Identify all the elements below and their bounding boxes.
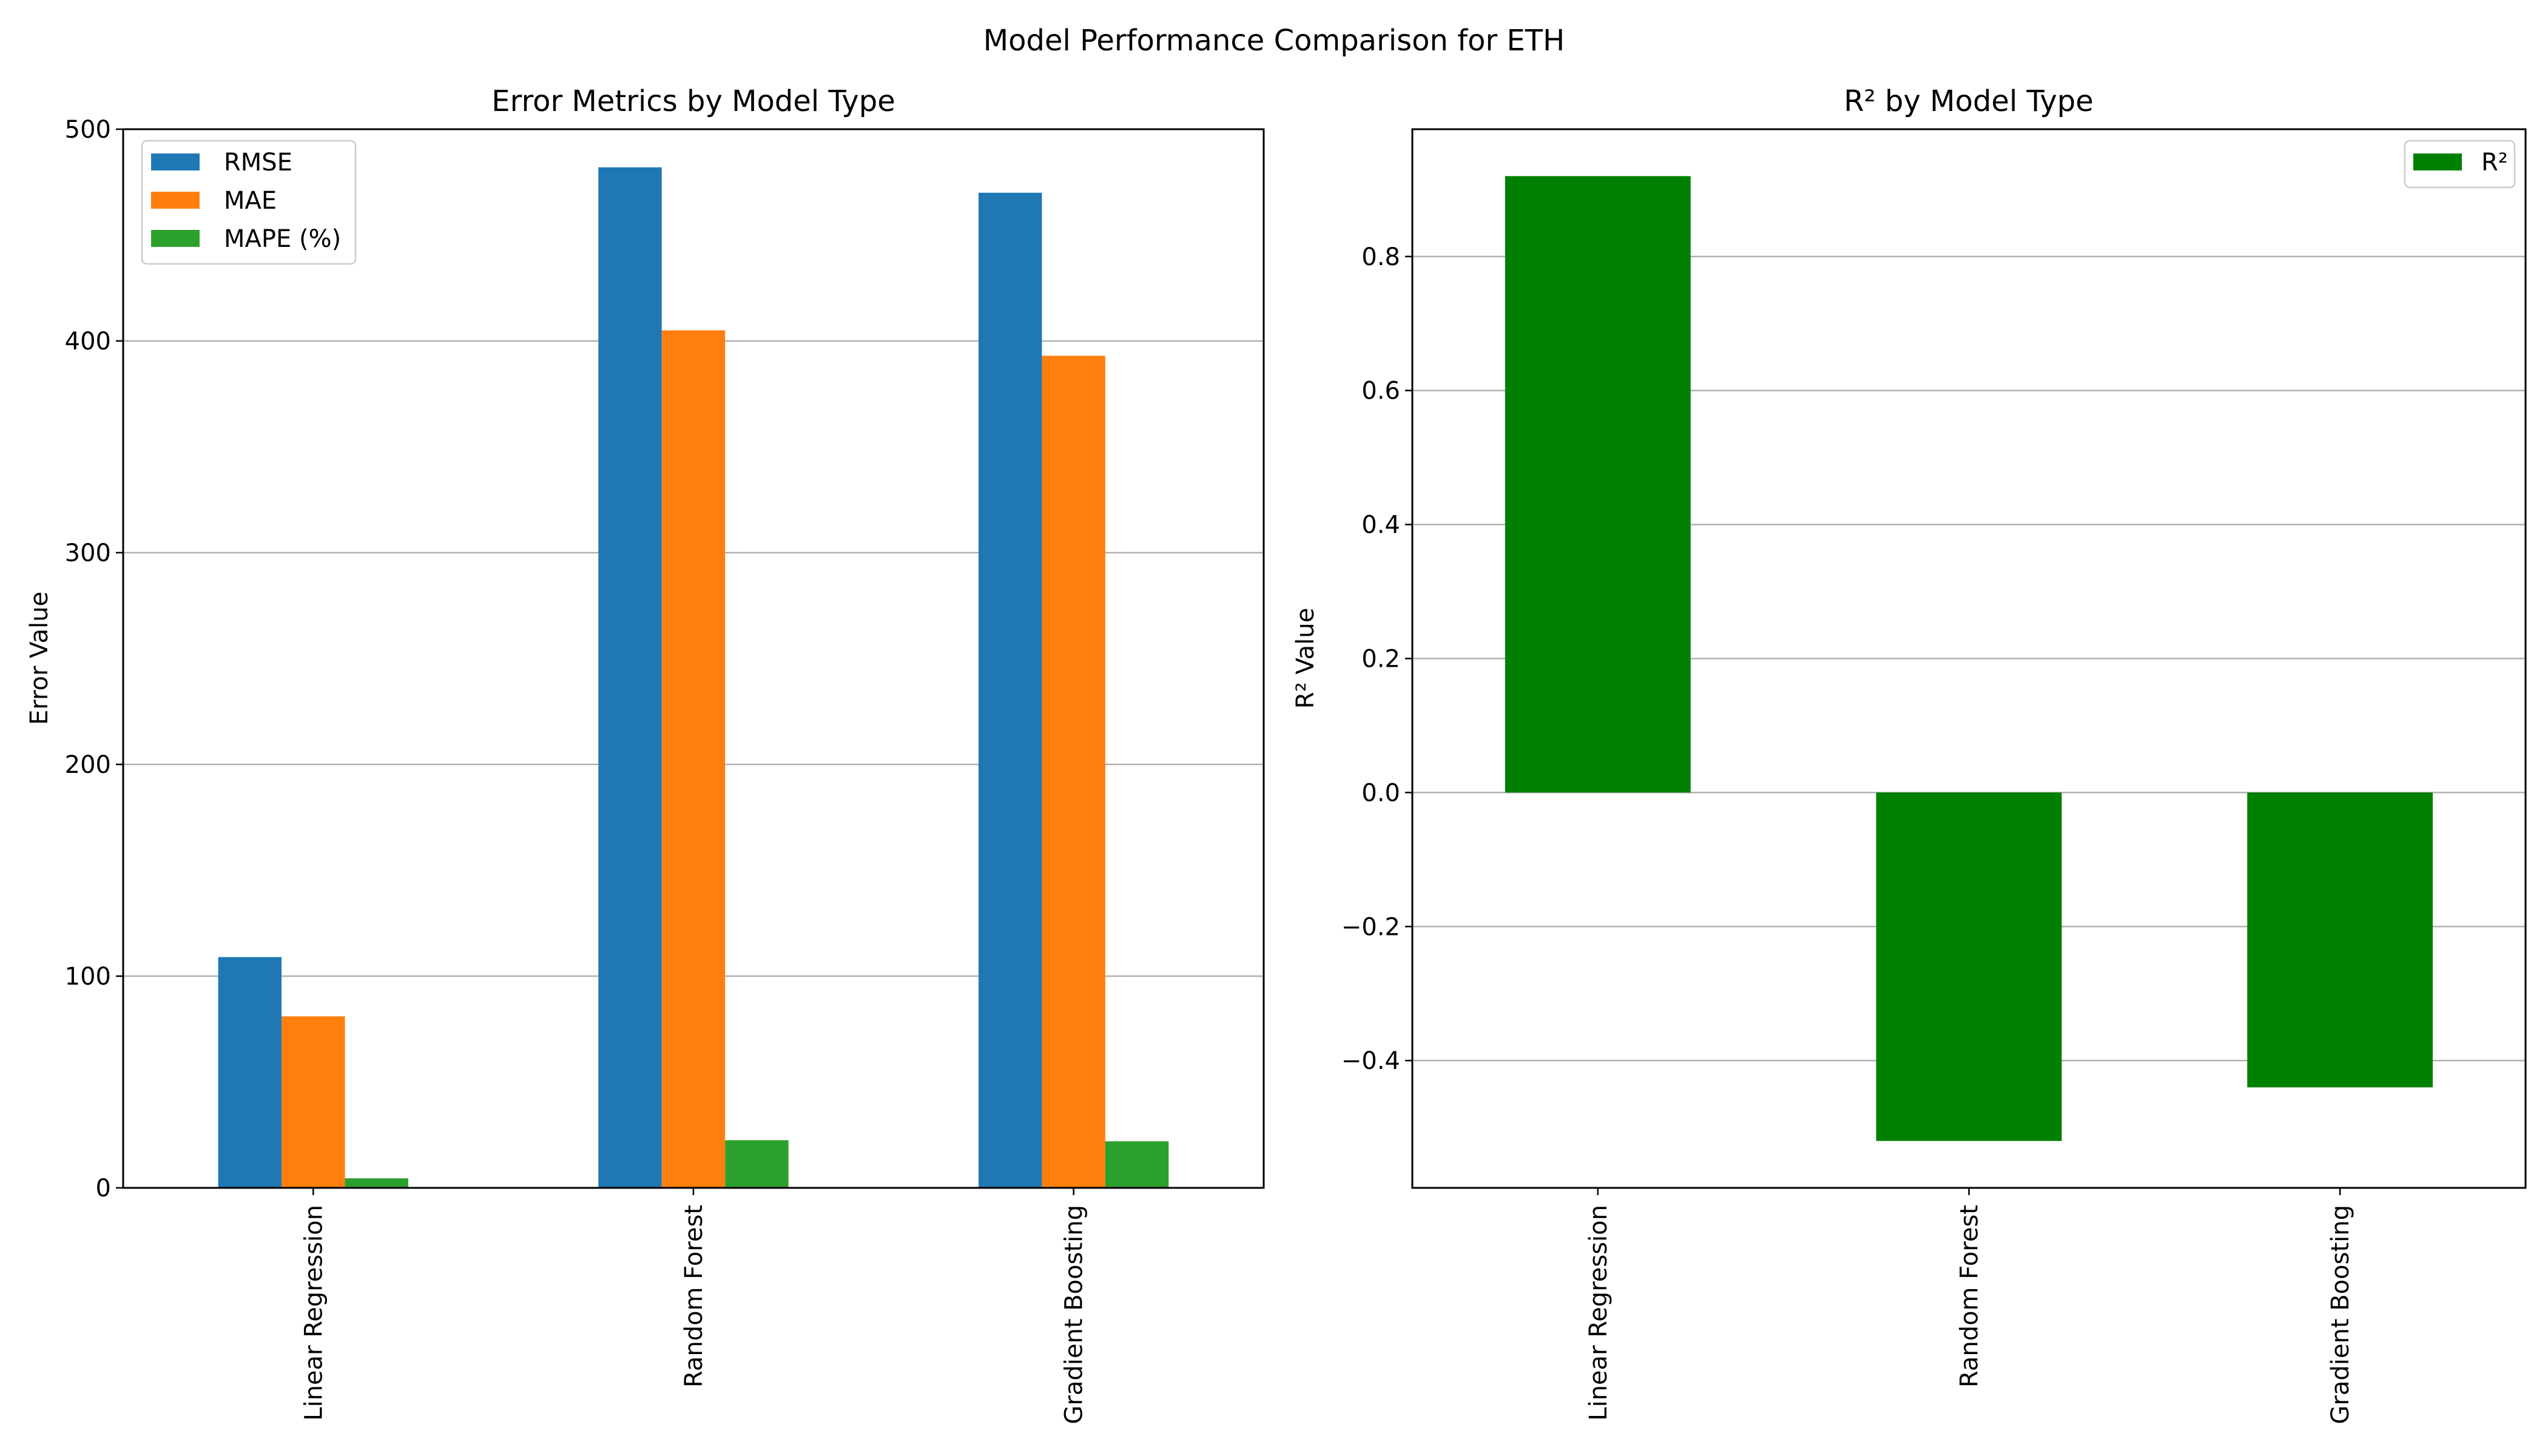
y-tick-label-400: 400	[65, 328, 111, 356]
y-tick-label-200: 200	[65, 751, 111, 779]
y-tick-label-0-8: 0.8	[1361, 243, 1400, 271]
bar-mape-random-forest	[725, 1140, 789, 1188]
y-tick-label-0-2: 0.2	[1361, 645, 1400, 673]
y-tick-label-500: 500	[65, 116, 111, 144]
legend-swatch-mae	[151, 192, 200, 209]
bar-rmse-linear-regression	[218, 957, 282, 1188]
error-metrics-bars	[218, 167, 1169, 1188]
r2-y-ticks: −0.4 −0.2 0.0 0.2 0.4 0.6 0.8	[1341, 243, 1412, 1075]
y-tick-label-0-0: 0.0	[1361, 779, 1400, 807]
bar-mape-gradient-boosting	[1105, 1141, 1169, 1188]
y-tick-label-0-2: −0.2	[1341, 913, 1400, 941]
y-tick-label-0-6: 0.6	[1361, 377, 1400, 405]
y-tick-label-300: 300	[65, 539, 111, 567]
error-metrics-panel: Error Metrics by Model Type Error Value …	[25, 84, 1265, 1424]
legend-label-mape: MAPE (%)	[224, 225, 341, 253]
r2-value-axis-label: R² Value	[1292, 608, 1320, 709]
r2-bars	[1505, 176, 2433, 1141]
bar-rmse-gradient-boosting	[979, 192, 1042, 1188]
legend-swatch-mape	[151, 230, 200, 247]
x-tick-label-gradient-boosting: Gradient Boosting	[2327, 1205, 2354, 1424]
error-metrics-title: Error Metrics by Model Type	[491, 84, 895, 118]
error-metrics-x-ticks: Linear Regression Random Forest Gradient B…	[300, 1188, 1088, 1424]
bar-r-random-forest	[1876, 792, 2062, 1141]
bar-mae-linear-regression	[281, 1016, 345, 1188]
x-tick-label-random-forest: Random Forest	[1956, 1205, 1984, 1387]
error-metrics-plot-frame	[122, 128, 1265, 1189]
error-metrics-y-ticks: 0 100 200 300 400 500	[65, 116, 123, 1202]
r2-title: R² by Model Type	[1844, 84, 2094, 118]
y-tick-label-0-4: −0.4	[1341, 1047, 1400, 1075]
legend-swatch-r2	[2413, 153, 2462, 170]
r2-panel: R² by Model Type R² Value −0.4 −0.2 0.0 0.2…	[1292, 84, 2527, 1424]
x-tick-label-gradient-boosting: Gradient Boosting	[1060, 1205, 1088, 1424]
y-tick-label-100: 100	[65, 963, 111, 991]
legend-label-r2: R²	[2481, 149, 2508, 177]
bar-mae-random-forest	[661, 330, 726, 1188]
r2-plot-frame	[1411, 128, 2527, 1189]
error-metrics-legend: RMSE MAE MAPE (%)	[141, 140, 357, 265]
bar-r-linear-regression	[1505, 176, 1691, 793]
bar-mae-gradient-boosting	[1042, 356, 1105, 1188]
x-tick-label-linear-regression: Linear Regression	[300, 1205, 328, 1421]
y-tick-label-0: 0	[96, 1175, 111, 1202]
r2-legend: R²	[2404, 140, 2516, 189]
y-tick-label-0-4: 0.4	[1361, 511, 1400, 539]
figure-title: Model Performance Comparison for ETH	[983, 24, 1565, 58]
error-value-axis-label: Error Value	[25, 592, 53, 725]
bar-mape-linear-regression	[345, 1178, 408, 1188]
x-tick-label-linear-regression: Linear Regression	[1585, 1205, 1613, 1421]
legend-label-rmse: RMSE	[224, 149, 292, 177]
bar-rmse-random-forest	[598, 167, 662, 1188]
legend-swatch-rmse	[151, 153, 200, 170]
bar-r-gradient-boosting	[2247, 792, 2433, 1088]
r2-x-ticks: Linear Regression Random Forest Gradient B…	[1585, 1188, 2354, 1424]
legend-label-mae: MAE	[224, 187, 277, 215]
x-tick-label-random-forest: Random Forest	[680, 1205, 708, 1387]
